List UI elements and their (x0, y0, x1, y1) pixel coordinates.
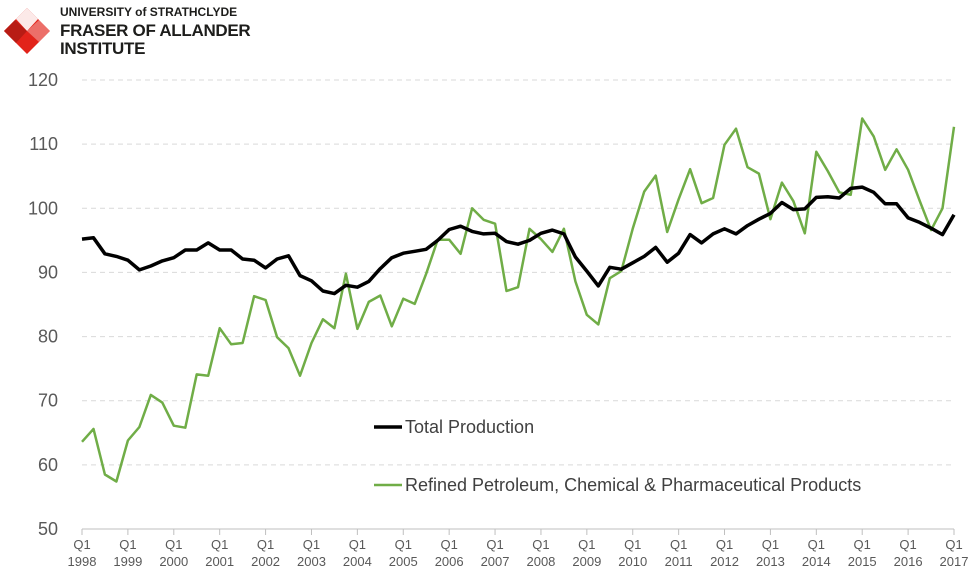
x-tick-label-year: 2015 (848, 554, 877, 569)
x-tick-label-quarter: Q1 (440, 537, 457, 552)
x-tick-label-quarter: Q1 (211, 537, 228, 552)
y-tick-label: 70 (38, 391, 58, 411)
x-tick-label-year: 2008 (526, 554, 555, 569)
x-tick-label-year: 2002 (251, 554, 280, 569)
x-tick-label-quarter: Q1 (945, 537, 962, 552)
y-tick-label: 60 (38, 455, 58, 475)
x-tick-label-year: 2004 (343, 554, 372, 569)
logo-line-university: UNIVERSITY of STRATHCLYDE (60, 5, 238, 19)
x-tick-label-year: 2007 (481, 554, 510, 569)
y-tick-label: 120 (28, 70, 58, 90)
x-tick-label-year: 2001 (205, 554, 234, 569)
x-tick-label-year: 2011 (665, 554, 693, 569)
x-tick-label-quarter: Q1 (395, 537, 412, 552)
logo-line-fraser: FRASER OF ALLANDER (60, 21, 251, 40)
x-tick-label-year: 2005 (389, 554, 418, 569)
x-tick-label-year: 2012 (710, 554, 739, 569)
y-tick-label: 100 (28, 198, 58, 218)
series-line-total-production (81, 185, 956, 296)
x-axis: Q1 1998 Q1 1999 Q1 2000 Q1 2001 Q1 2002 Q1 2003 Q1 20… (68, 528, 969, 569)
x-tick-label-year: 1998 (68, 554, 97, 569)
x-tick-label-quarter: Q1 (257, 537, 274, 552)
logo: UNIVERSITY of STRATHCLYDE FRASER OF ALLA… (0, 0, 251, 62)
x-tick-label-quarter: Q1 (532, 537, 549, 552)
y-tick-label: 90 (38, 262, 58, 282)
x-tick-label-year: 2000 (159, 554, 188, 569)
x-tick-label-year: 1999 (113, 554, 142, 569)
x-tick-label-year: 2013 (756, 554, 785, 569)
x-tick-label-year: 2014 (802, 554, 831, 569)
y-tick-label: 110 (29, 134, 58, 154)
legend: Total Production Refined Petroleum, Chemi… (374, 417, 861, 495)
x-tick-label-year: 2009 (572, 554, 601, 569)
x-tick-label-quarter: Q1 (670, 537, 687, 552)
legend-label: Refined Petroleum, Chemical & Pharmaceut… (405, 475, 861, 495)
institute-logo-icon (4, 8, 50, 54)
x-tick-label-year: 2016 (894, 554, 923, 569)
x-tick-label-year: 2017 (940, 554, 969, 569)
y-tick-label: 80 (38, 327, 58, 347)
x-tick-label-year: 2010 (618, 554, 647, 569)
plot-area (81, 117, 956, 483)
x-tick-label-year: 2003 (297, 554, 326, 569)
x-tick-label-quarter: Q1 (808, 537, 825, 552)
x-tick-label-quarter: Q1 (899, 537, 916, 552)
x-tick-label-quarter: Q1 (762, 537, 779, 552)
x-tick-label-quarter: Q1 (165, 537, 182, 552)
x-tick-label-quarter: Q1 (716, 537, 733, 552)
legend-label: Total Production (405, 417, 534, 437)
x-tick-label-quarter: Q1 (854, 537, 871, 552)
x-tick-label-quarter: Q1 (303, 537, 320, 552)
x-tick-label-quarter: Q1 (73, 537, 90, 552)
x-tick-label-quarter: Q1 (349, 537, 366, 552)
y-tick-label: 50 (38, 519, 58, 539)
x-tick-label-quarter: Q1 (578, 537, 595, 552)
x-tick-label-quarter: Q1 (119, 537, 136, 552)
gridlines (82, 79, 954, 466)
x-tick-label-year: 2006 (435, 554, 464, 569)
x-tick-label-quarter: Q1 (486, 537, 503, 552)
logo-line-institute: INSTITUTE (60, 39, 146, 58)
y-axis: 50 60 70 80 90 100 110 120 (28, 70, 58, 539)
x-tick-label-quarter: Q1 (624, 537, 641, 552)
